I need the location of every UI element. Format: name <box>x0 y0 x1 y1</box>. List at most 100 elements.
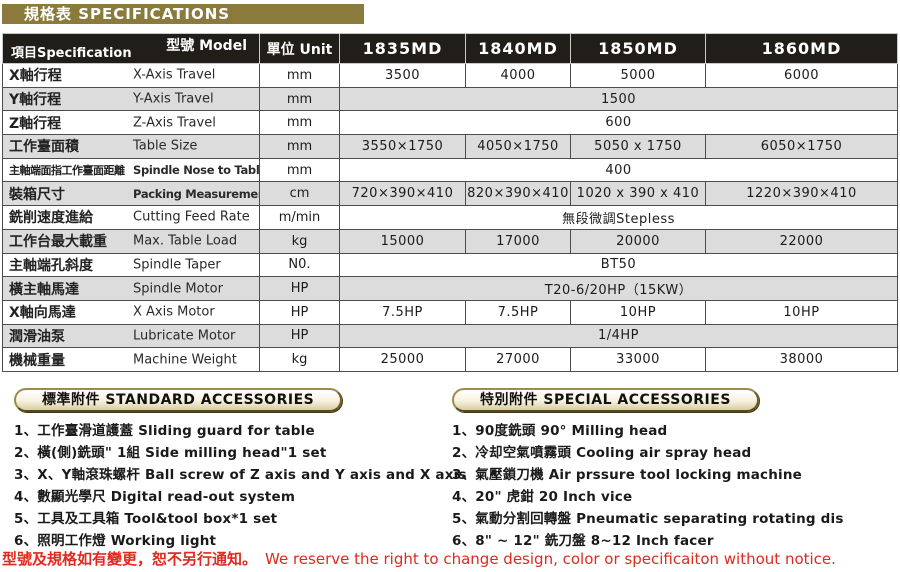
table-row: X軸向馬達 X Axis Motor HP 7.5HP 7.5HP 10HP 10… <box>2 299 898 325</box>
spec-label-cell: 工作臺面積 Table Size <box>2 134 260 159</box>
spec-label-en: Cutting Feed Rate <box>133 209 250 225</box>
spec-label-cell: 橫主軸馬達 Spindle Motor <box>2 276 260 301</box>
special-accessories-list: 1、90度銑頭 90° Milling head 2、冷却空氣噴霧頭 Cooli… <box>452 420 892 552</box>
list-item: 2、橫(側)銑頭" 1組 Side milling head"1 set <box>14 445 327 461</box>
table-row: Z軸行程 Z-Axis Travel mm 600 <box>2 110 898 136</box>
value-cell: 3550×1750 <box>339 134 466 159</box>
unit-cell: mm <box>259 157 340 183</box>
spec-label-en: Spindle Nose to Table <box>133 163 260 178</box>
spec-label-cell: 潤滑油泵 Lubricate Motor <box>2 323 260 349</box>
table-row: 主軸端孔斜度 Spindle Taper N0. BT50 <box>2 252 898 278</box>
spec-label-zh: 裝箱尺寸 <box>9 186 65 203</box>
change-notice: 型號及規格如有變更，恕不另行通知。 We reserve the right to… <box>2 548 898 569</box>
spec-label-zh: 潤滑油泵 <box>9 328 65 345</box>
spec-label-zh: 主軸端孔斜度 <box>9 257 93 274</box>
spec-header-label: 項目Specification <box>11 46 132 61</box>
list-item: 4、20" 虎鉗 20 Inch vice <box>452 489 633 505</box>
value-cell: 15000 <box>339 228 466 254</box>
value-cell: 5050 x 1750 <box>570 134 706 159</box>
spec-label-zh: X軸向馬達 <box>9 305 76 322</box>
unit-cell: mm <box>259 86 340 112</box>
value-cell: 25000 <box>339 347 466 372</box>
value-cell: 820×390×410 <box>465 181 571 207</box>
value-cell: 10HP <box>705 299 898 325</box>
value-cell-span: 無段微調Stepless <box>339 205 898 230</box>
list-item: 1、工作臺滑道護蓋 Sliding guard for table <box>14 423 315 439</box>
list-item: 2、冷却空氣噴霧頭 Cooling air spray head <box>452 445 752 461</box>
spec-label-cell: 主軸端孔斜度 Spindle Taper <box>2 252 260 278</box>
value-cell: 720×390×410 <box>339 181 466 207</box>
spec-label-zh: 主軸端面指工作臺面距離 <box>9 164 125 178</box>
spec-label-en: Packing Measurement <box>133 186 260 201</box>
special-accessories-title: 特別附件 SPECIAL ACCESSORIES <box>452 388 759 412</box>
value-cell: 4050×1750 <box>465 134 571 159</box>
value-cell: 5000 <box>570 63 706 88</box>
spec-label-cell: X軸向馬達 X Axis Motor <box>2 299 260 325</box>
table-row: 裝箱尺寸 Packing Measurement cm 720×390×410 8… <box>2 181 898 207</box>
spec-label-zh: 銑削速度進給 <box>9 210 93 227</box>
spec-label-zh: 工作台最大載重 <box>9 234 107 251</box>
spec-label-en: Y-Axis Travel <box>133 91 214 107</box>
unit-cell: HP <box>259 323 340 349</box>
list-item: 6、照明工作燈 Working light <box>14 533 217 549</box>
table-row: 橫主軸馬達 Spindle Motor HP T20-6/20HP（15KW） <box>2 276 898 301</box>
unit-cell: mm <box>259 110 340 136</box>
value-cell-span: 400 <box>339 157 898 183</box>
value-cell: 17000 <box>465 228 571 254</box>
list-item: 3、X、Y軸滾珠螺杆 Ball screw of Z axis and Y ax… <box>14 467 467 483</box>
spec-label-en: Table Size <box>133 138 198 154</box>
spec-label-en: Max. Table Load <box>133 233 238 249</box>
spec-label-cell: Z軸行程 Z-Axis Travel <box>2 110 260 136</box>
model-column-header: 1835MD <box>339 33 466 64</box>
unit-cell: kg <box>259 347 340 372</box>
unit-cell: HP <box>259 299 340 325</box>
value-cell: 1020 x 390 x 410 <box>570 181 706 207</box>
standard-accessories-title: 標準附件 STANDARD ACCESSORIES <box>14 388 343 412</box>
table-row: 銑削速度進給 Cutting Feed Rate m/min 無段微調Steple… <box>2 205 898 230</box>
unit-cell: N0. <box>259 252 340 278</box>
spec-label-cell: 機械重量 Machine Weight <box>2 347 260 372</box>
table-header-row: 型號 Model 項目Specification 單位 Unit 1835MD … <box>2 33 898 64</box>
value-cell: 1220×390×410 <box>705 181 898 207</box>
value-cell: 33000 <box>570 347 706 372</box>
value-cell: 3500 <box>339 63 466 88</box>
spec-label-cell: 工作台最大載重 Max. Table Load <box>2 228 260 254</box>
spec-label-zh: Z軸行程 <box>9 115 62 132</box>
list-item: 3、氣壓鎖刀機 Air prssure tool locking machine <box>452 467 803 483</box>
spec-label-zh: X軸行程 <box>9 68 62 85</box>
spec-label-cell: 銑削速度進給 Cutting Feed Rate <box>2 205 260 230</box>
table-row: 潤滑油泵 Lubricate Motor HP 1/4HP <box>2 323 898 349</box>
spec-label-zh: 橫主軸馬達 <box>9 281 79 298</box>
model-column-header: 1860MD <box>705 33 898 64</box>
special-accessories-section: 特別附件 SPECIAL ACCESSORIES 1、90度銑頭 90° Mil… <box>452 388 892 552</box>
spec-label-en: Spindle Motor <box>133 281 223 297</box>
spec-label-en: X-Axis Travel <box>133 67 216 83</box>
table-row: Y軸行程 Y-Axis Travel mm 1500 <box>2 86 898 112</box>
unit-cell: mm <box>259 63 340 88</box>
table-row: 工作臺面積 Table Size mm 3550×1750 4050×1750 5… <box>2 134 898 159</box>
value-cell-span: 1500 <box>339 86 898 112</box>
unit-cell: HP <box>259 276 340 301</box>
spec-label-cell: Y軸行程 Y-Axis Travel <box>2 86 260 112</box>
change-notice-zh: 型號及規格如有變更，恕不另行通知。 <box>2 550 258 568</box>
list-item: 5、工具及工具箱 Tool&tool box*1 set <box>14 511 278 527</box>
model-header-label: 型號 Model <box>166 38 247 54</box>
value-cell: 27000 <box>465 347 571 372</box>
value-cell-span: BT50 <box>339 252 898 278</box>
value-cell: 6000 <box>705 63 898 88</box>
value-cell-span: 1/4HP <box>339 323 898 349</box>
standard-accessories-section: 標準附件 STANDARD ACCESSORIES 1、工作臺滑道護蓋 Slid… <box>14 388 467 552</box>
value-cell-span: T20-6/20HP（15KW） <box>339 276 898 301</box>
list-item: 4、數顯光學尺 Digital read-out system <box>14 489 296 505</box>
value-cell: 4000 <box>465 63 571 88</box>
list-item: 6、8" ~ 12" 銑刀盤 8~12 Inch facer <box>452 533 714 549</box>
model-column-header: 1850MD <box>570 33 706 64</box>
table-row: 機械重量 Machine Weight kg 25000 27000 33000 … <box>2 347 898 372</box>
table-row: 主軸端面指工作臺面距離 Spindle Nose to Table mm 400 <box>2 157 898 183</box>
list-item: 1、90度銑頭 90° Milling head <box>452 423 668 439</box>
list-item: 5、氣動分割回轉盤 Pneumatic separating rotating … <box>452 511 844 527</box>
value-cell: 10HP <box>570 299 706 325</box>
value-cell-span: 600 <box>339 110 898 136</box>
spec-label-zh: 工作臺面積 <box>9 139 79 156</box>
spec-label-en: Z-Axis Travel <box>133 115 216 131</box>
